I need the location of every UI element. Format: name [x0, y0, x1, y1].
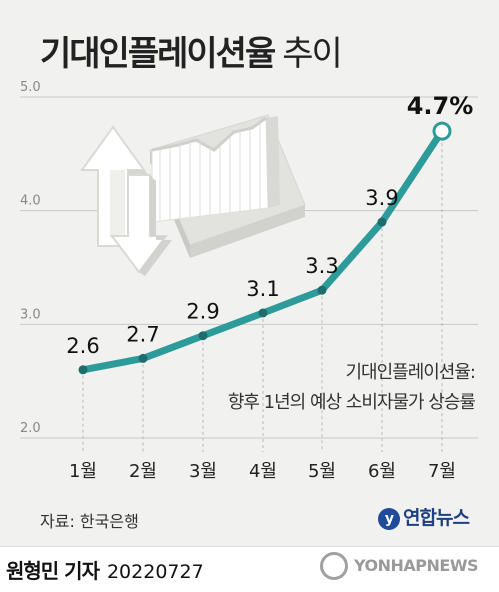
data-point [258, 308, 268, 318]
data-labels: 2.6 2.7 2.9 3.1 3.3 3.9 4.7% [66, 92, 473, 358]
data-point [377, 217, 387, 227]
watermark-text: YONHAPNEWS [354, 556, 479, 575]
watermark: YONHAPNEWS [318, 547, 498, 587]
y-tick-label: 5.0 [20, 80, 41, 95]
x-tick-label: 7월 [428, 461, 456, 482]
definition-text: 향후 1년의 예상 소비자물가 상승률 [227, 392, 476, 413]
reporter-name: 원형민 기자 [6, 559, 100, 583]
definition-term: 기대인플레이션율: [345, 362, 476, 383]
data-label: 2.6 [66, 334, 99, 358]
brand-mark-icon: y [378, 508, 400, 530]
title-main: 기대인플레이션율 [40, 34, 276, 74]
y-tick-label: 4.0 [20, 194, 41, 209]
data-label: 3.3 [305, 254, 338, 278]
infographic-card: 기대인플레이션율 추이 [0, 0, 499, 547]
y-tick-label: 3.0 [20, 307, 41, 322]
data-label: 4.7% [407, 92, 474, 120]
y-tick-label: 2.0 [20, 421, 41, 436]
source-note: 자료: 한국은행 [40, 512, 139, 531]
chart-title: 기대인플레이션율 추이 [40, 26, 343, 75]
definition-note: 기대인플레이션율: 향후 1년의 예상 소비자물가 상승률 [227, 358, 476, 418]
data-point [78, 365, 88, 375]
data-point [138, 353, 148, 363]
credit-line: 원형민 기자 20220727 [6, 555, 204, 584]
brand-name: 연합뉴스 [403, 507, 470, 529]
x-tick-label: 3월 [189, 461, 217, 482]
brand-logo: y 연합뉴스 [378, 503, 470, 530]
data-label: 2.7 [126, 322, 159, 346]
y-axis: 2.0 3.0 4.0 5.0 [20, 80, 41, 436]
line-chart: 2.6 2.7 2.9 3.1 3.3 3.9 4.7% 1월 2월 3월 4월 5월 6월 7월 2.… [20, 80, 478, 482]
x-tick-label: 2월 [129, 461, 157, 482]
data-points [78, 121, 452, 375]
x-tick-label: 4월 [249, 461, 277, 482]
category-guides [82, 137, 443, 452]
data-point-highlight [432, 121, 452, 141]
decor-illustration [80, 114, 306, 276]
x-axis: 1월 2월 3월 4월 5월 6월 7월 [69, 461, 456, 482]
x-tick-label: 6월 [368, 461, 396, 482]
x-tick-label: 1월 [69, 461, 97, 482]
up-down-arrows-icon [80, 125, 172, 276]
watermark-logo-icon [320, 552, 348, 580]
data-point [198, 331, 208, 341]
x-tick-label: 5월 [308, 461, 336, 482]
title-sub: 추이 [282, 34, 343, 74]
data-point [317, 285, 327, 295]
data-label: 2.9 [186, 300, 219, 324]
data-label: 3.9 [365, 186, 398, 210]
rising-chart-icon [149, 114, 306, 258]
data-label: 3.1 [246, 277, 279, 301]
publish-date: 20220727 [106, 561, 204, 583]
